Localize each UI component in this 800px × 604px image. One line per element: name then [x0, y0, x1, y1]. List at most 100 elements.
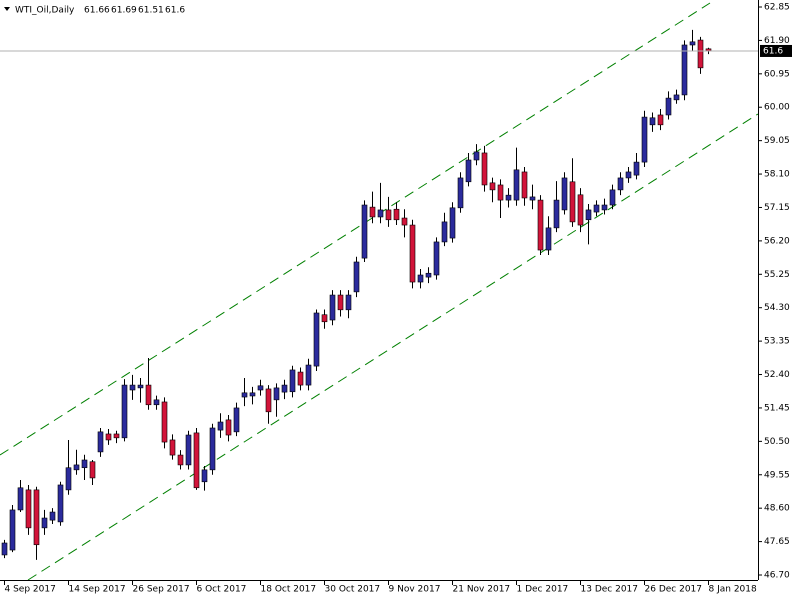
last-low: 61.51	[138, 6, 164, 16]
candle-body	[177, 454, 184, 466]
candle-body	[225, 419, 232, 436]
candle-body	[129, 384, 136, 391]
candle-body	[241, 392, 248, 398]
candle-body	[465, 159, 472, 183]
candle-body	[425, 272, 432, 278]
candle-body	[73, 464, 80, 471]
candle-body	[673, 94, 680, 101]
y-tick-label: 61.90	[764, 36, 790, 46]
candle-body	[249, 392, 256, 397]
candle-body	[193, 432, 200, 489]
y-tick-label: 57.15	[764, 203, 790, 213]
candle-body	[305, 364, 312, 386]
candle-body	[601, 204, 608, 211]
candle-body	[345, 294, 352, 311]
candle-body	[25, 489, 32, 529]
y-tick-label: 55.25	[764, 270, 790, 280]
candle-body	[409, 224, 416, 283]
candle-body	[65, 467, 72, 491]
x-tick-label: 8 Jan 2018	[709, 585, 757, 595]
candle-body	[17, 487, 24, 511]
candle-body	[321, 314, 328, 323]
last-open: 61.66	[84, 6, 110, 16]
x-tick-label: 26 Sep 2017	[133, 585, 190, 595]
candle-body	[513, 169, 520, 201]
candle-body	[185, 434, 192, 466]
candle-body	[105, 433, 112, 441]
candle-body	[505, 194, 512, 201]
candle-body	[113, 433, 120, 439]
y-tick-label: 62.85	[764, 3, 790, 13]
candle-body	[417, 274, 424, 283]
y-tick-label: 48.60	[764, 504, 790, 514]
candle-body	[489, 182, 496, 191]
candle-body	[497, 184, 504, 201]
candle-body	[385, 209, 392, 221]
x-tick-label: 21 Nov 2017	[453, 585, 511, 595]
upper-channel-line	[0, 2, 711, 456]
candle-body	[97, 431, 104, 453]
y-tick-label: 52.40	[764, 370, 790, 380]
candle-body	[433, 241, 440, 276]
y-tick-label: 46.70	[764, 571, 790, 581]
last-price-tag	[760, 44, 792, 57]
candle-body	[81, 459, 88, 469]
candle-body	[521, 171, 528, 199]
candle-body	[537, 199, 544, 251]
x-tick-label: 26 Dec 2017	[645, 585, 703, 595]
candle-body	[217, 421, 224, 431]
lower-channel-line	[27, 113, 759, 581]
candle-body	[169, 439, 176, 456]
candle-body	[361, 204, 368, 259]
candle-body	[57, 484, 64, 523]
candle-body	[257, 385, 264, 391]
candle-body	[545, 227, 552, 251]
candle-body	[569, 181, 576, 223]
candle-body	[201, 469, 208, 483]
x-tick-label: 1 Dec 2017	[517, 585, 569, 595]
x-tick-label: 14 Sep 2017	[69, 585, 126, 595]
candle-body	[401, 217, 408, 226]
candle-body	[1, 542, 8, 556]
candle-body	[153, 399, 160, 406]
candle-body	[377, 209, 384, 218]
candle-body	[665, 97, 672, 116]
y-tick-label: 47.65	[764, 537, 790, 547]
candle-body	[529, 196, 536, 201]
candle-body	[681, 44, 688, 96]
candle-body	[337, 294, 344, 311]
candle-body	[9, 509, 16, 551]
candle-body	[649, 117, 656, 126]
candle-body	[353, 261, 360, 293]
candle-body	[121, 384, 128, 439]
y-tick-label: 60.00	[764, 103, 790, 113]
candle-body	[297, 371, 304, 386]
candle-body	[657, 114, 664, 126]
candle-body	[633, 161, 640, 176]
candle-body	[209, 427, 216, 471]
candle-body	[577, 194, 584, 226]
y-tick-label: 49.55	[764, 470, 790, 480]
candle-body	[137, 384, 144, 389]
y-tick-label: 56.20	[764, 236, 790, 246]
candle-body	[33, 489, 40, 546]
candle-body	[617, 177, 624, 191]
y-tick-label: 50.50	[764, 437, 790, 447]
candle-body	[641, 116, 648, 163]
candle-body	[593, 204, 600, 213]
last-high: 61.69	[111, 6, 137, 16]
header-arrow	[4, 7, 10, 11]
candle-body	[161, 401, 168, 443]
candle-body	[329, 294, 336, 321]
x-tick-label: 18 Oct 2017	[261, 585, 317, 595]
candle-body	[289, 369, 296, 393]
last-close: 61.6	[165, 6, 185, 16]
x-tick-label: 6 Oct 2017	[197, 585, 247, 595]
candle-body	[553, 199, 560, 229]
y-tick-label: 51.45	[764, 403, 790, 413]
y-tick-label: 58.10	[764, 170, 790, 180]
y-tick-label: 60.95	[764, 69, 790, 79]
candle-body	[481, 152, 488, 186]
chart-title: WTI_Oil,Daily	[15, 6, 75, 16]
